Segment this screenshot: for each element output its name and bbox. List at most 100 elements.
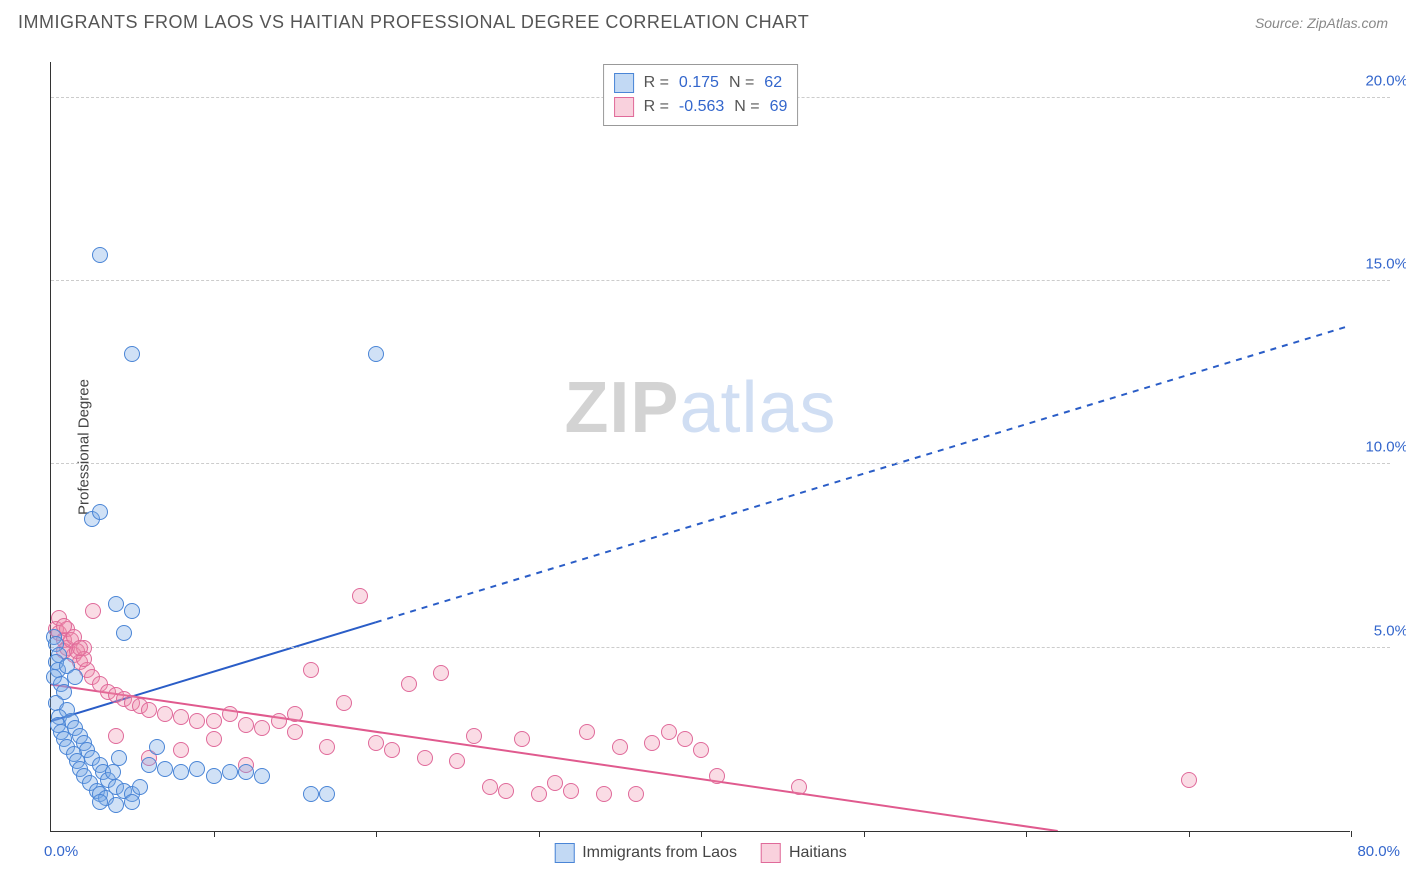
x-tick	[1026, 831, 1027, 837]
x-tick	[864, 831, 865, 837]
data-point	[124, 794, 140, 810]
data-point	[661, 724, 677, 740]
source-label: Source: ZipAtlas.com	[1255, 15, 1388, 31]
watermark: ZIPatlas	[564, 367, 836, 449]
data-point	[173, 764, 189, 780]
gridline	[51, 647, 1390, 648]
data-point	[612, 739, 628, 755]
data-point	[628, 786, 644, 802]
swatch-pink-icon	[761, 843, 781, 863]
x-tick	[376, 831, 377, 837]
data-point	[709, 768, 725, 784]
data-point	[677, 731, 693, 747]
data-point	[368, 735, 384, 751]
data-point	[303, 786, 319, 802]
data-point	[384, 742, 400, 758]
data-point	[124, 346, 140, 362]
legend-item-blue: Immigrants from Laos	[554, 843, 737, 863]
data-point	[449, 753, 465, 769]
data-point	[124, 603, 140, 619]
data-point	[141, 757, 157, 773]
data-point	[238, 717, 254, 733]
data-point	[466, 728, 482, 744]
chart-title: IMMIGRANTS FROM LAOS VS HAITIAN PROFESSI…	[18, 12, 809, 33]
data-point	[547, 775, 563, 791]
data-point	[287, 724, 303, 740]
data-point	[319, 739, 335, 755]
data-point	[105, 764, 121, 780]
x-tick	[1189, 831, 1190, 837]
x-tick	[1351, 831, 1352, 837]
data-point	[92, 794, 108, 810]
data-point	[401, 676, 417, 692]
data-point	[514, 731, 530, 747]
swatch-blue-icon	[614, 73, 634, 93]
swatch-pink-icon	[614, 97, 634, 117]
legend-label-pink: Haitians	[789, 844, 847, 862]
x-tick	[701, 831, 702, 837]
data-point	[791, 779, 807, 795]
regression-lines	[51, 62, 1350, 831]
data-point	[222, 764, 238, 780]
legend-label-blue: Immigrants from Laos	[582, 844, 737, 862]
data-point	[157, 761, 173, 777]
data-point	[157, 706, 173, 722]
data-point	[67, 669, 83, 685]
data-point	[108, 797, 124, 813]
legend-row-pink: R = -0.563 N = 69	[614, 95, 788, 119]
data-point	[189, 713, 205, 729]
data-point	[111, 750, 127, 766]
y-tick-label: 15.0%	[1356, 256, 1406, 273]
data-point	[222, 706, 238, 722]
data-point	[287, 706, 303, 722]
correlation-legend: R = 0.175 N = 62 R = -0.563 N = 69	[603, 64, 799, 126]
data-point	[108, 728, 124, 744]
legend-item-pink: Haitians	[761, 843, 847, 863]
data-point	[368, 346, 384, 362]
data-point	[92, 247, 108, 263]
data-point	[141, 702, 157, 718]
gridline	[51, 463, 1390, 464]
data-point	[254, 768, 270, 784]
data-point	[596, 786, 612, 802]
data-point	[319, 786, 335, 802]
data-point	[433, 665, 449, 681]
series-legend: Immigrants from Laos Haitians	[554, 843, 847, 863]
x-origin-label: 0.0%	[44, 843, 78, 860]
data-point	[531, 786, 547, 802]
x-tick	[539, 831, 540, 837]
data-point	[1181, 772, 1197, 788]
gridline	[51, 280, 1390, 281]
data-point	[693, 742, 709, 758]
data-point	[206, 731, 222, 747]
data-point	[206, 713, 222, 729]
data-point	[72, 640, 88, 656]
data-point	[92, 504, 108, 520]
data-point	[206, 768, 222, 784]
data-point	[417, 750, 433, 766]
data-point	[238, 764, 254, 780]
data-point	[149, 739, 165, 755]
data-point	[85, 603, 101, 619]
data-point	[271, 713, 287, 729]
data-point	[498, 783, 514, 799]
data-point	[173, 709, 189, 725]
data-point	[644, 735, 660, 751]
chart-area: Professional Degree ZIPatlas R = 0.175 N…	[50, 62, 1350, 832]
data-point	[173, 742, 189, 758]
plot-region: ZIPatlas R = 0.175 N = 62 R = -0.563 N =…	[50, 62, 1350, 832]
swatch-blue-icon	[554, 843, 574, 863]
data-point	[563, 783, 579, 799]
legend-row-blue: R = 0.175 N = 62	[614, 71, 788, 95]
y-tick-label: 20.0%	[1356, 72, 1406, 89]
data-point	[303, 662, 319, 678]
y-tick-label: 5.0%	[1356, 622, 1406, 639]
data-point	[579, 724, 595, 740]
data-point	[116, 625, 132, 641]
data-point	[352, 588, 368, 604]
data-point	[132, 779, 148, 795]
data-point	[108, 596, 124, 612]
y-tick-label: 10.0%	[1356, 439, 1406, 456]
data-point	[336, 695, 352, 711]
x-tick	[214, 831, 215, 837]
